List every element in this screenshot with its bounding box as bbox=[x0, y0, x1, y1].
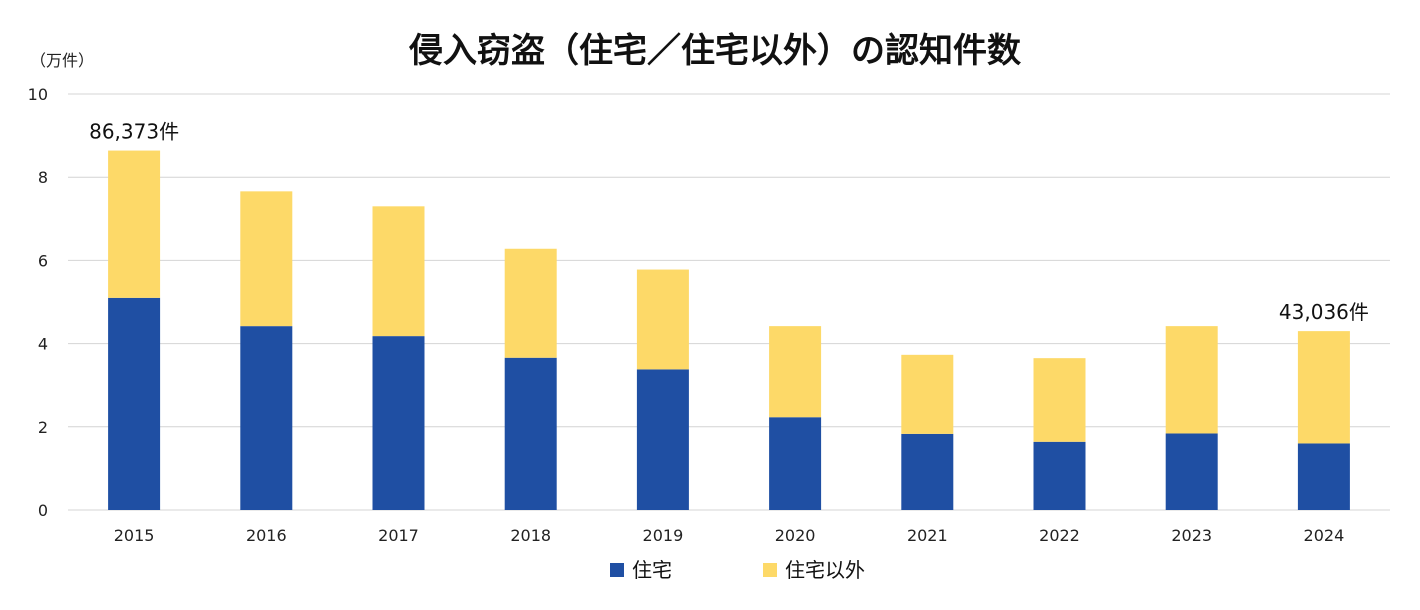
bar-non-residential bbox=[504, 248, 557, 358]
y-unit-label: （万件） bbox=[30, 51, 94, 70]
x-tick-label: 2024 bbox=[1304, 526, 1345, 545]
bar-non-residential bbox=[1165, 326, 1218, 434]
legend-swatch bbox=[763, 563, 777, 577]
bar-residential bbox=[636, 369, 689, 510]
x-tick-label: 2020 bbox=[775, 526, 816, 545]
y-tick-label: 2 bbox=[38, 418, 48, 437]
legend-label: 住宅以外 bbox=[785, 558, 865, 582]
legend-label: 住宅 bbox=[632, 558, 672, 582]
annotations: 86,373件 43,036件 bbox=[89, 120, 1369, 325]
x-tick-label: 2019 bbox=[643, 526, 684, 545]
x-tick-label: 2023 bbox=[1171, 526, 1212, 545]
y-tick-label: 6 bbox=[38, 251, 48, 270]
x-tick-label: 2015 bbox=[114, 526, 155, 545]
bar-non-residential bbox=[1033, 358, 1086, 442]
legend: 住宅 住宅以外 bbox=[610, 558, 865, 582]
bar-residential bbox=[108, 297, 161, 510]
y-tick-label: 10 bbox=[28, 85, 48, 104]
bar-non-residential bbox=[108, 150, 161, 298]
bar-non-residential bbox=[372, 206, 425, 337]
bar-non-residential bbox=[240, 191, 293, 327]
y-tick-label: 8 bbox=[38, 168, 48, 187]
total-annotation: 86,373件 bbox=[89, 120, 179, 144]
x-tick-label: 2018 bbox=[510, 526, 551, 545]
x-tick-label: 2016 bbox=[246, 526, 287, 545]
y-tick-label: 0 bbox=[38, 501, 48, 520]
bar-residential bbox=[372, 336, 425, 510]
x-tick-label: 2021 bbox=[907, 526, 948, 545]
bar-residential bbox=[901, 433, 954, 510]
bar-non-residential bbox=[901, 354, 954, 434]
bar-residential bbox=[769, 417, 822, 510]
y-tick-label: 4 bbox=[38, 335, 48, 354]
bar-non-residential bbox=[769, 326, 822, 418]
bar-non-residential bbox=[636, 269, 689, 370]
bar-residential bbox=[1165, 433, 1218, 510]
total-annotation: 43,036件 bbox=[1279, 300, 1369, 324]
x-tick-label: 2022 bbox=[1039, 526, 1080, 545]
x-tick-label: 2017 bbox=[378, 526, 419, 545]
legend-swatch bbox=[610, 563, 624, 577]
bar-residential bbox=[240, 326, 293, 510]
x-axis: 2015 2016 2017 2018 2019 2020 2021 2022 2023 2024 bbox=[114, 526, 1345, 545]
bar-residential bbox=[1033, 441, 1086, 510]
bar-non-residential bbox=[1297, 331, 1350, 444]
bar-residential bbox=[504, 357, 557, 510]
bar-residential bbox=[1297, 443, 1350, 510]
y-axis: 0 2 4 6 8 10 bbox=[28, 85, 48, 520]
chart-title: 侵入窃盗（住宅／住宅以外）の認知件数 bbox=[408, 31, 1021, 71]
bars bbox=[108, 150, 1350, 510]
